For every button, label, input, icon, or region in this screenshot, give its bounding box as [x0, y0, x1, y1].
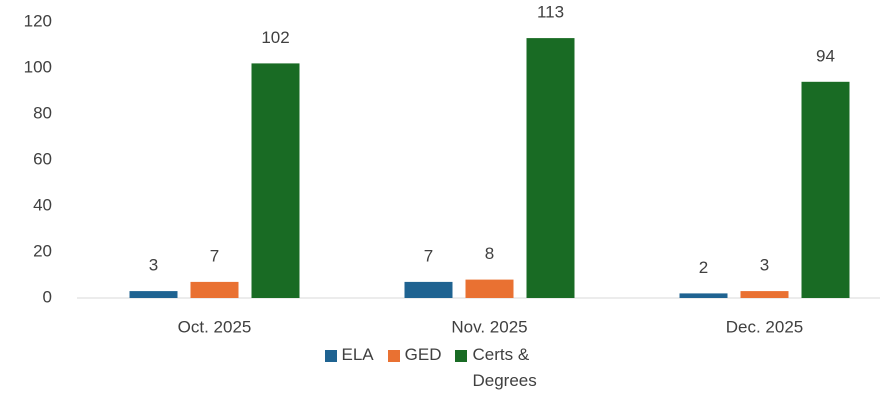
y-tick-label: 100 [24, 57, 52, 76]
y-tick-label: 80 [33, 103, 52, 122]
data-label: 113 [537, 3, 564, 22]
legend-swatch [324, 350, 337, 362]
y-tick-label: 60 [33, 149, 52, 168]
bar [465, 279, 514, 298]
data-label: 2 [699, 258, 708, 277]
x-tick-label: Dec. 2025 [726, 317, 804, 336]
data-label: 3 [149, 256, 158, 275]
bar [251, 63, 300, 299]
legend-label: ELA [341, 345, 374, 364]
y-tick-label: 40 [33, 195, 52, 214]
bar [740, 291, 789, 298]
y-tick-label: 20 [33, 241, 52, 260]
legend-label: Certs & Degrees [472, 345, 537, 390]
legend: ELA GED Certs & Degrees [0, 345, 885, 394]
legend-item: Certs & Degrees [455, 345, 560, 394]
bar [190, 281, 239, 298]
bar [129, 291, 178, 298]
bar [404, 281, 453, 298]
data-label: 94 [816, 46, 835, 65]
bar [801, 81, 850, 298]
chart: 0 20 40 60 80 100 120 Oct. 2025 3 7 102 Nov. 2025 7 8… [24, 3, 880, 336]
legend-item: GED [387, 345, 442, 368]
legend-item: ELA [324, 345, 374, 368]
data-label: 3 [760, 256, 769, 275]
x-tick-label: Oct. 2025 [178, 317, 252, 336]
legend-swatch [387, 350, 400, 362]
y-tick-label: 0 [43, 287, 52, 306]
bar [679, 293, 728, 298]
legend-label: GED [404, 345, 442, 364]
data-label: 7 [210, 246, 219, 265]
bar [526, 38, 575, 298]
legend-swatch [455, 350, 468, 362]
data-label: 102 [261, 28, 289, 47]
data-label: 7 [424, 246, 433, 265]
y-tick-label: 120 [24, 11, 52, 30]
x-tick-label: Nov. 2025 [451, 317, 527, 336]
data-label: 8 [485, 244, 494, 263]
